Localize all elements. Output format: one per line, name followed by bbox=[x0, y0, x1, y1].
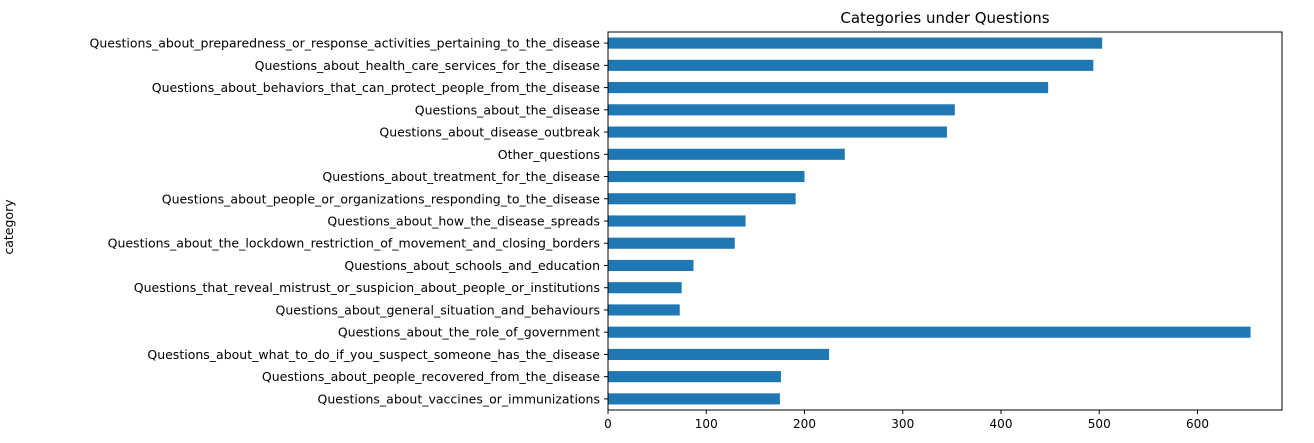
bar bbox=[608, 326, 1251, 338]
x-tick-label: 400 bbox=[990, 417, 1013, 431]
y-tick-label: Questions_about_health_care_services_for… bbox=[255, 58, 601, 73]
y-tick-label: Questions_about_what_to_do_if_you_suspec… bbox=[147, 347, 600, 362]
bar bbox=[608, 82, 1049, 94]
y-tick-label: Questions_about_general_situation_and_be… bbox=[276, 302, 600, 317]
x-tick-label: 100 bbox=[695, 417, 718, 431]
bar bbox=[608, 393, 780, 405]
y-tick-label: Other_questions bbox=[498, 147, 600, 162]
bar bbox=[608, 259, 694, 272]
bar bbox=[608, 37, 1103, 49]
bar bbox=[608, 126, 947, 138]
bar bbox=[608, 371, 781, 383]
x-tick-label: 600 bbox=[1186, 417, 1209, 431]
y-tick-labels: Questions_about_preparedness_or_response… bbox=[90, 36, 608, 406]
y-tick-label: Questions_about_disease_outbreak bbox=[379, 125, 600, 140]
bar bbox=[608, 282, 682, 294]
y-tick-label: Questions_about_the_disease bbox=[415, 102, 601, 117]
y-tick-label: Questions_about_schools_and_education bbox=[344, 258, 600, 273]
y-tick-label: Questions_about_people_recovered_from_th… bbox=[262, 369, 600, 384]
plot-frame bbox=[607, 31, 1283, 411]
x-ticks: 0 100 200 300 400 500 600 bbox=[604, 410, 1209, 431]
bar bbox=[608, 215, 746, 227]
y-tick-label: Questions_about_the_lockdown_restriction… bbox=[108, 236, 600, 251]
x-tick-label: 0 bbox=[604, 417, 612, 431]
chart-title: Categories under Questions bbox=[840, 9, 1049, 27]
bar bbox=[608, 193, 796, 205]
bar bbox=[608, 304, 680, 316]
bar bbox=[608, 348, 830, 360]
bar bbox=[608, 170, 805, 183]
y-tick-label: Questions_that_reveal_mistrust_or_suspic… bbox=[134, 280, 600, 295]
y-tick-label: Questions_about_treatment_for_the_diseas… bbox=[322, 169, 600, 184]
x-tick-label: 500 bbox=[1088, 417, 1111, 431]
x-tick-label: 300 bbox=[891, 417, 914, 431]
bar bbox=[608, 104, 955, 116]
y-tick-label: Questions_about_vaccines_or_immunization… bbox=[318, 391, 601, 406]
y-tick-label: Questions_about_the_role_of_government bbox=[338, 325, 600, 340]
x-tick-label: 200 bbox=[793, 417, 816, 431]
bars-group bbox=[608, 37, 1251, 405]
bar bbox=[608, 148, 845, 160]
bar bbox=[608, 59, 1094, 71]
bar bbox=[608, 237, 735, 249]
y-tick-label: Questions_about_how_the_disease_spreads bbox=[327, 214, 600, 229]
y-tick-label: Questions_about_preparedness_or_response… bbox=[90, 36, 601, 51]
y-tick-label: Questions_about_people_or_organizations_… bbox=[162, 191, 601, 206]
y-tick-label: Questions_about_behaviors_that_can_prote… bbox=[152, 80, 601, 95]
y-axis-label: category bbox=[1, 199, 16, 255]
